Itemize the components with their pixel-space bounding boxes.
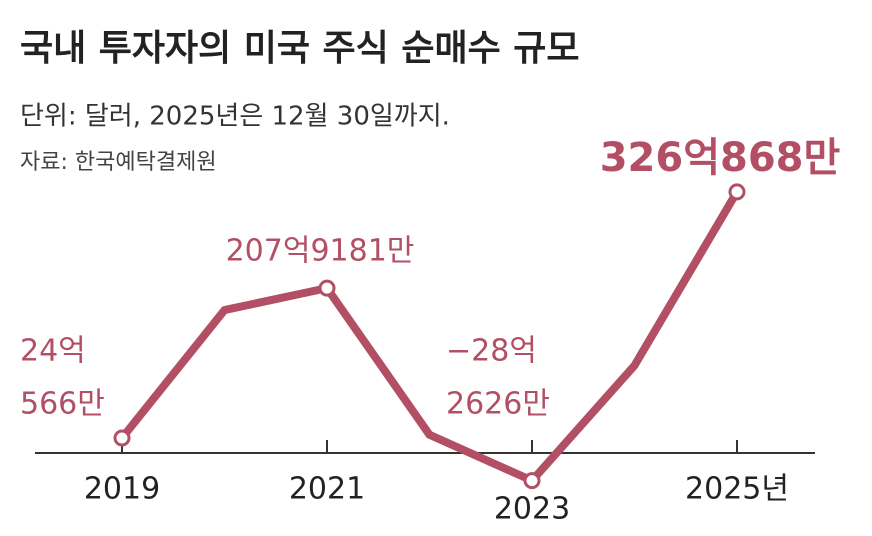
- value-label: 24억: [20, 334, 86, 369]
- value-label: 566만: [20, 387, 105, 422]
- x-tick-label: 2023: [494, 492, 570, 527]
- x-tick-label: 2019: [84, 472, 160, 507]
- chart-source: 자료: 한국예탁결제원: [20, 150, 217, 175]
- data-point: [318, 279, 336, 297]
- value-label: 207억9181만: [226, 234, 415, 269]
- data-line: [118, 189, 741, 485]
- chart-title: 국내 투자자의 미국 주식 순매수 규모: [20, 28, 579, 69]
- value-label: 326억868만: [600, 135, 841, 181]
- chart-subtitle: 단위: 달러, 2025년은 12월 30일까지.: [20, 102, 450, 132]
- data-point: [728, 183, 746, 201]
- value-label: −28억: [446, 334, 537, 369]
- data-point: [523, 472, 541, 490]
- value-label: 2626만: [446, 387, 550, 422]
- x-tick-label: 2025년: [685, 472, 789, 507]
- x-tick-label: 2021: [289, 472, 365, 507]
- data-point: [113, 429, 131, 447]
